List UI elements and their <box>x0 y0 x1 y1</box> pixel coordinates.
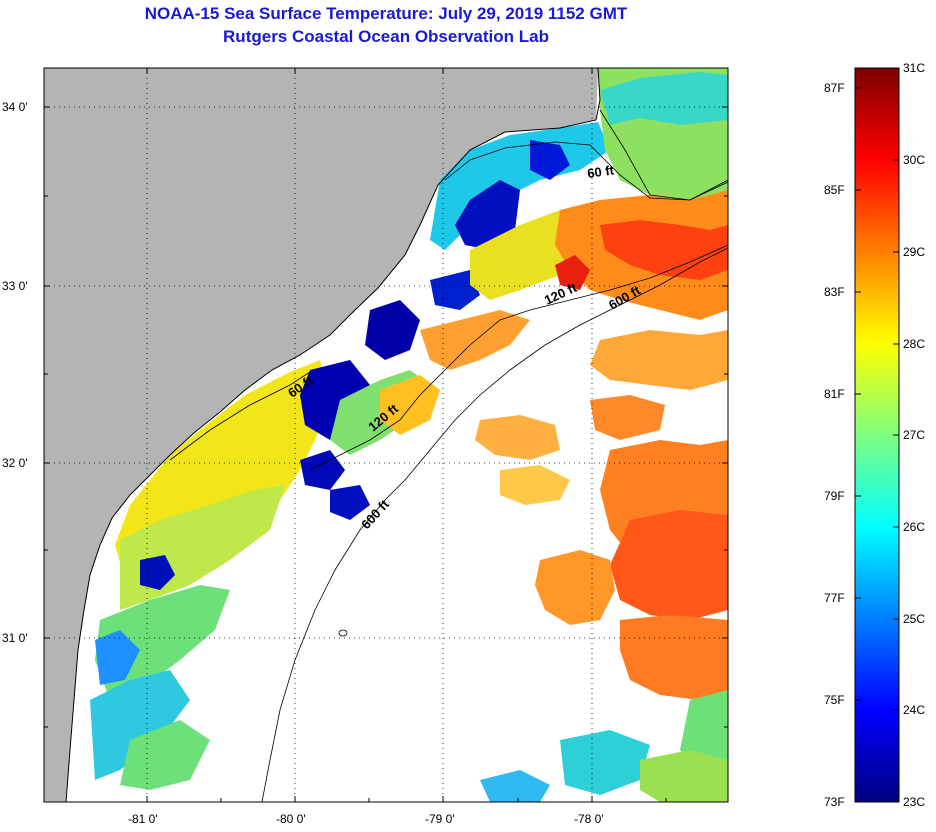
colorbar-c-label: 28C <box>903 337 926 351</box>
lat-label: 31 0' <box>2 631 28 645</box>
colorbar-f-label: 85F <box>824 183 845 197</box>
colorbar-ticks <box>855 87 899 711</box>
colorbar-f-label: 73F <box>824 795 845 809</box>
colorbar-f-label: 77F <box>824 591 845 605</box>
map-ticks <box>44 68 728 802</box>
land-area <box>44 68 598 802</box>
map-subtitle: Rutgers Coastal Ocean Observation Lab <box>223 27 549 46</box>
lon-label: -80 0' <box>276 812 306 826</box>
colorbar <box>854 67 900 803</box>
sst-data-layer <box>90 68 728 802</box>
map-title: NOAA-15 Sea Surface Temperature: July 29… <box>144 4 628 23</box>
graticule <box>44 68 728 802</box>
contour-120ft <box>309 244 728 471</box>
colorbar-c-label: 25C <box>903 612 926 626</box>
lon-label: -81 0' <box>128 812 158 826</box>
colorbar-c-label: 30C <box>903 153 926 167</box>
lat-label: 33 0' <box>2 279 28 293</box>
colorbar-f-label: 81F <box>824 387 845 401</box>
lat-label: 32 0' <box>2 456 28 470</box>
colorbar-f-label: 87F <box>824 81 845 95</box>
colorbar-c-label: 27C <box>903 428 926 442</box>
colorbar-f-label: 83F <box>824 285 845 299</box>
colorbar-c-label: 26C <box>903 520 926 534</box>
coastline <box>65 68 601 802</box>
colorbar-c-label: 31C <box>903 61 926 75</box>
contour-60ft <box>444 141 728 201</box>
colorbar-f-label: 79F <box>824 489 845 503</box>
lon-label: -79 0' <box>425 812 455 826</box>
colorbar-c-label: 24C <box>903 703 926 717</box>
colorbar-c-label: 23C <box>903 795 926 809</box>
contour-600ft <box>261 247 728 802</box>
map-frame <box>43 67 729 803</box>
contour-label: 60 ft <box>586 162 615 181</box>
colorbar-f-label: 75F <box>824 693 845 707</box>
colorbar-c-label: 29C <box>903 245 926 259</box>
lon-label: -78 0' <box>574 812 604 826</box>
lat-label: 34 0' <box>2 100 28 114</box>
